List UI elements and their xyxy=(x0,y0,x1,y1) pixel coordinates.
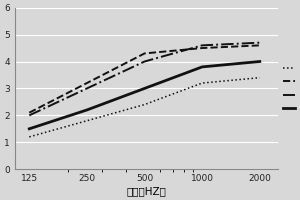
X-axis label: 频率（HZ）: 频率（HZ） xyxy=(127,186,166,196)
Legend: , , , : , , , xyxy=(283,64,296,113)
